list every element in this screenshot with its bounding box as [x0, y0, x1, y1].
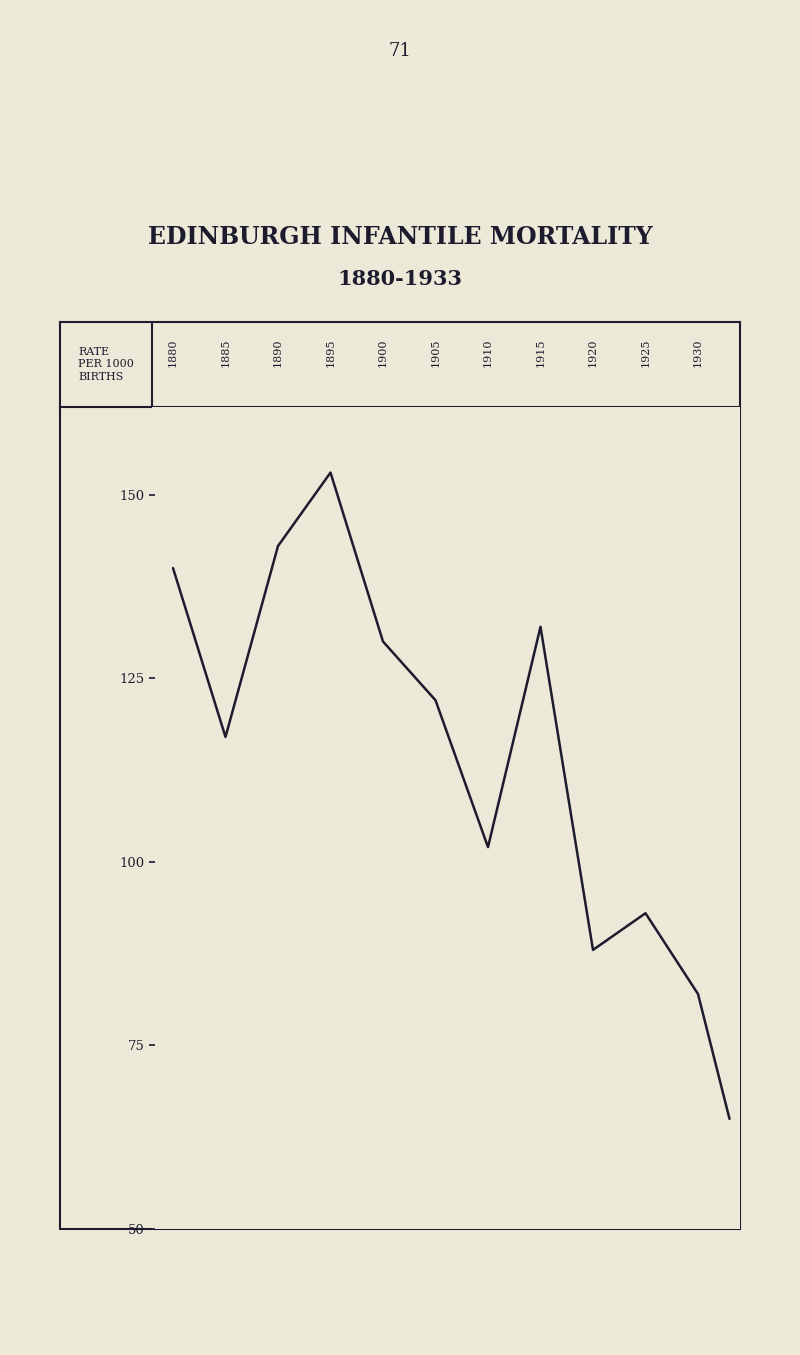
Text: 1910: 1910 [483, 339, 493, 367]
Text: 1880: 1880 [168, 339, 178, 367]
Text: 1890: 1890 [273, 339, 283, 367]
Bar [60, 322, 740, 1229]
Text: 1885: 1885 [221, 339, 230, 367]
Text: RATE
PER 1000
BIRTHS: RATE PER 1000 BIRTHS [78, 347, 134, 382]
Text: 1905: 1905 [430, 339, 441, 367]
Text: 1895: 1895 [326, 339, 335, 367]
Text: 1915: 1915 [535, 339, 546, 367]
Text: 71: 71 [389, 42, 411, 61]
Text: 1880-1933: 1880-1933 [338, 270, 462, 289]
Text: 1930: 1930 [693, 339, 703, 367]
Text: 1920: 1920 [588, 339, 598, 367]
Text: EDINBURGH INFANTILE MORTALITY: EDINBURGH INFANTILE MORTALITY [148, 225, 652, 249]
Text: 1900: 1900 [378, 339, 388, 367]
Text: 1925: 1925 [641, 339, 650, 367]
